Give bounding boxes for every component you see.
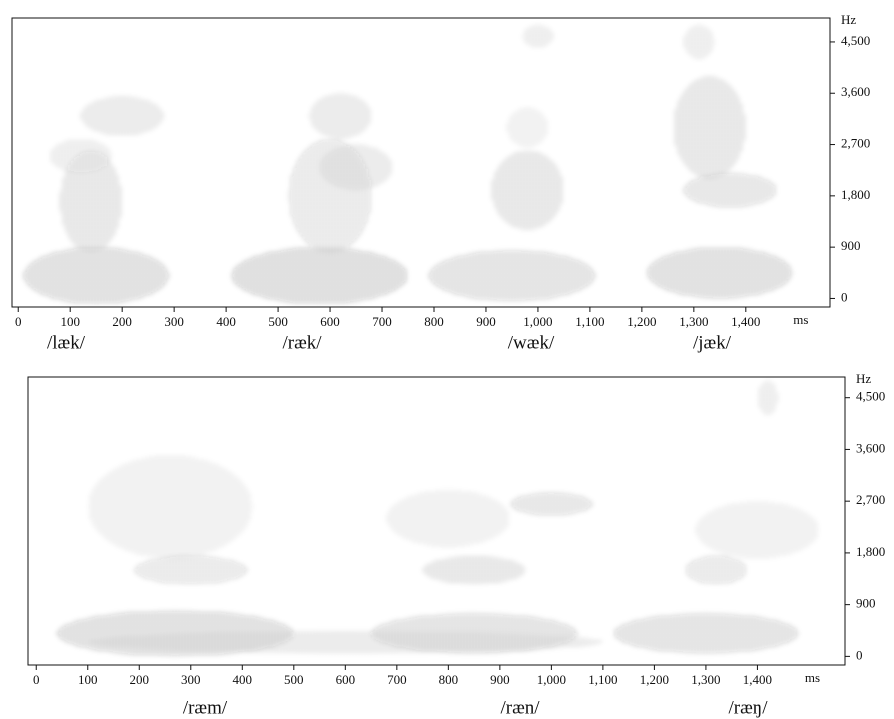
spectrogram-energy	[56, 380, 820, 657]
formant-band	[428, 249, 596, 302]
x-tick-label: 700	[372, 314, 392, 329]
x-tick-label: 200	[130, 672, 150, 687]
formant-band	[695, 501, 820, 559]
formant-band	[309, 93, 372, 139]
formant-band	[613, 613, 799, 654]
x-tick-label: 1,400	[743, 672, 772, 687]
formant-band	[23, 247, 169, 305]
x-tick-label: 1,200	[627, 314, 656, 329]
formant-band	[683, 24, 715, 60]
x-tick-label: 300	[181, 672, 201, 687]
x-tick-label: 1,200	[640, 672, 669, 687]
word-label: /ræm/	[183, 697, 228, 718]
x-tick-label: 600	[336, 672, 356, 687]
y-tick-label: 0	[856, 647, 863, 662]
y-tick-label: 0	[841, 289, 848, 304]
y-unit: Hz	[841, 12, 856, 27]
y-unit: Hz	[856, 371, 871, 386]
formant-band	[134, 555, 248, 585]
spectrogram-panel: 0 100 200 300 400 500 600 700 800 900 1,000 1,100 1,…	[11, 12, 870, 353]
plot-frame	[11, 17, 831, 308]
x-tick-label: 0	[15, 314, 22, 329]
x-unit: ms	[793, 312, 808, 327]
x-tick-label: 800	[439, 672, 459, 687]
word-label: /wæk/	[508, 332, 555, 353]
x-tick-label: 1,100	[575, 314, 604, 329]
formant-band	[59, 150, 123, 253]
y-tick-label: 2,700	[856, 492, 885, 507]
y-tick-label: 3,600	[841, 84, 870, 99]
x-tick-label: 400	[216, 314, 236, 329]
x-tick-label: 500	[284, 672, 304, 687]
formant-band	[647, 247, 793, 299]
x-tick-label: 400	[233, 672, 253, 687]
x-tick-label: 100	[60, 314, 80, 329]
y-tick-label: 3,600	[856, 440, 885, 455]
plot-frame	[27, 376, 846, 666]
x-tick-label: 900	[490, 672, 510, 687]
x-tick-label: 500	[268, 314, 288, 329]
y-tick-label: 4,500	[841, 33, 870, 48]
y-tick-label: 4,500	[856, 389, 885, 404]
formant-band	[319, 144, 393, 191]
y-tick-label: 900	[841, 238, 861, 253]
x-tick-label: 800	[424, 314, 444, 329]
formant-band	[87, 455, 253, 559]
word-label: /læk/	[47, 332, 86, 353]
x-tick-label: 600	[320, 314, 340, 329]
formant-band	[231, 247, 409, 305]
x-tick-label: 1,000	[523, 314, 552, 329]
formant-band	[80, 96, 164, 136]
x-tick-label: 1,300	[691, 672, 720, 687]
x-tick-label: 300	[164, 314, 184, 329]
formant-band	[386, 489, 511, 548]
y-tick-label: 2,700	[841, 136, 870, 151]
formant-band	[49, 138, 112, 174]
formant-band	[510, 492, 593, 516]
x-tick-label: 200	[112, 314, 132, 329]
x-tick-label: 1,400	[731, 314, 760, 329]
formant-band	[685, 555, 748, 585]
x-unit: ms	[805, 670, 820, 685]
spectrogram-energy	[23, 24, 793, 305]
x-tick-label: 1,100	[588, 672, 617, 687]
formant-band	[371, 613, 578, 654]
x-tick-label: 1,300	[679, 314, 708, 329]
x-tick-label: 0	[33, 672, 40, 687]
x-tick-label: 900	[476, 314, 496, 329]
formant-band	[506, 107, 549, 148]
y-tick-label: 1,800	[841, 187, 870, 202]
x-tick-label: 1,000	[537, 672, 566, 687]
word-label: /ræn/	[500, 697, 540, 718]
spectrogram-panel: 0 100 200 300 400 500 600 700 800 900 1,000 1,100 1,…	[27, 371, 885, 718]
y-tick-label: 900	[856, 596, 876, 611]
formant-band	[522, 24, 554, 48]
x-tick-label: 100	[78, 672, 98, 687]
formant-band	[491, 150, 564, 231]
word-label: /jæk/	[693, 332, 732, 353]
formant-band	[757, 380, 779, 415]
y-tick-label: 1,800	[856, 544, 885, 559]
formant-band	[683, 173, 777, 208]
formant-band	[422, 555, 526, 585]
word-label: /ræŋ/	[729, 697, 769, 718]
x-tick-label: 700	[387, 672, 407, 687]
word-label: /ræk/	[282, 332, 322, 353]
formant-band	[673, 76, 746, 179]
